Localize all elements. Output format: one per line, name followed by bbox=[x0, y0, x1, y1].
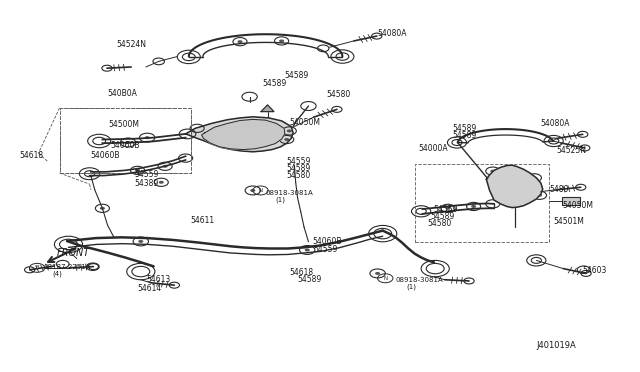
Circle shape bbox=[279, 39, 284, 42]
Circle shape bbox=[138, 240, 143, 243]
Text: (1): (1) bbox=[406, 284, 417, 291]
Text: 5480: 5480 bbox=[549, 185, 568, 194]
Circle shape bbox=[135, 169, 140, 172]
Polygon shape bbox=[486, 165, 543, 208]
Text: 08918-3081A: 08918-3081A bbox=[396, 277, 444, 283]
Circle shape bbox=[284, 138, 289, 141]
Circle shape bbox=[537, 194, 542, 197]
Text: 54080A: 54080A bbox=[378, 29, 407, 38]
Text: 54525N: 54525N bbox=[557, 146, 587, 155]
Text: 54589: 54589 bbox=[298, 275, 322, 283]
Circle shape bbox=[287, 129, 292, 132]
Text: B: B bbox=[35, 265, 39, 270]
Circle shape bbox=[490, 170, 495, 173]
Text: 54080A: 54080A bbox=[541, 119, 570, 128]
Polygon shape bbox=[186, 117, 293, 152]
Text: 54559: 54559 bbox=[314, 245, 338, 254]
Text: 54589: 54589 bbox=[452, 131, 477, 140]
Circle shape bbox=[125, 141, 131, 144]
Text: 54000A: 54000A bbox=[419, 144, 448, 153]
Text: (4): (4) bbox=[52, 271, 62, 278]
Polygon shape bbox=[261, 105, 274, 112]
Bar bbox=[415, 164, 549, 242]
Text: 54060B: 54060B bbox=[91, 151, 120, 160]
Circle shape bbox=[159, 181, 164, 184]
Bar bbox=[60, 108, 191, 173]
Circle shape bbox=[145, 136, 150, 139]
Circle shape bbox=[471, 205, 476, 208]
Circle shape bbox=[250, 189, 255, 192]
Text: 54589: 54589 bbox=[287, 164, 311, 173]
Text: 54559: 54559 bbox=[287, 157, 311, 166]
Text: 54613: 54613 bbox=[146, 275, 170, 284]
Text: 54589: 54589 bbox=[262, 79, 287, 88]
Circle shape bbox=[237, 40, 243, 43]
Text: 54618: 54618 bbox=[289, 268, 314, 277]
Text: 08187-2251A: 08187-2251A bbox=[44, 264, 91, 270]
Bar bbox=[60, 108, 191, 173]
Text: 54050M: 54050M bbox=[289, 118, 320, 126]
Text: 54559: 54559 bbox=[134, 170, 159, 179]
Text: 54501M: 54501M bbox=[554, 217, 584, 226]
Text: 54050M: 54050M bbox=[562, 201, 593, 210]
Text: 54389: 54389 bbox=[134, 179, 159, 187]
Text: N: N bbox=[383, 276, 387, 281]
Text: 54603: 54603 bbox=[582, 266, 607, 275]
Text: 08918-3081A: 08918-3081A bbox=[266, 190, 314, 196]
Polygon shape bbox=[202, 119, 285, 150]
Text: J401019A: J401019A bbox=[536, 341, 576, 350]
Text: 54580: 54580 bbox=[427, 219, 451, 228]
Text: 54559: 54559 bbox=[433, 205, 458, 214]
Text: 540B0A: 540B0A bbox=[108, 89, 138, 98]
Text: N: N bbox=[259, 188, 262, 193]
Circle shape bbox=[100, 207, 105, 210]
Text: 54500M: 54500M bbox=[109, 120, 140, 129]
Text: 54589: 54589 bbox=[285, 71, 309, 80]
Circle shape bbox=[445, 207, 451, 210]
Text: 54580: 54580 bbox=[287, 171, 311, 180]
Text: 54060B: 54060B bbox=[312, 237, 342, 246]
Text: 54589: 54589 bbox=[452, 124, 477, 133]
Text: 54580: 54580 bbox=[326, 90, 351, 99]
Circle shape bbox=[305, 248, 310, 251]
Circle shape bbox=[163, 165, 168, 168]
Text: 54618: 54618 bbox=[19, 151, 44, 160]
Text: 54611: 54611 bbox=[191, 216, 215, 225]
Text: 54524N: 54524N bbox=[116, 40, 146, 49]
Text: (1): (1) bbox=[275, 196, 285, 203]
Bar bbox=[562, 197, 580, 205]
Text: 54614: 54614 bbox=[138, 284, 162, 293]
Text: 54589: 54589 bbox=[430, 212, 454, 221]
Circle shape bbox=[375, 272, 380, 275]
Text: 54060B: 54060B bbox=[110, 141, 140, 150]
Text: FRONT: FRONT bbox=[56, 248, 90, 258]
